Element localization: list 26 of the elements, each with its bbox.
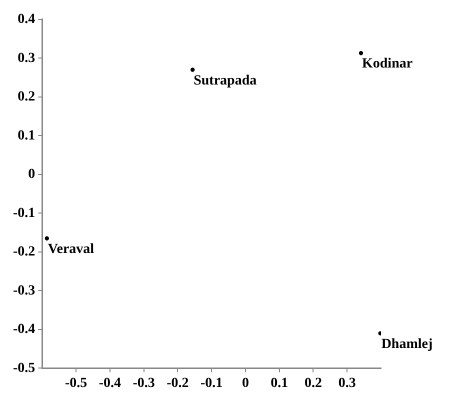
annotation: Kodinar xyxy=(362,56,413,72)
x-tick-label: -0.5 xyxy=(64,376,88,392)
y-tick-label: 0.4 xyxy=(18,12,36,28)
x-tick-label: 0.3 xyxy=(338,376,356,392)
y-tick-label: -0.1 xyxy=(12,206,36,221)
y-tick-label: 0 xyxy=(28,167,36,182)
y-tick-label: -0.5 xyxy=(12,360,36,376)
y-tick-label: -0.3 xyxy=(12,283,36,298)
y-tick-label: -0.4 xyxy=(12,322,36,338)
y-tick-label: 0.2 xyxy=(18,90,36,105)
x-tick-label: 0.1 xyxy=(270,376,288,392)
x-tick-label: -0.3 xyxy=(132,376,155,392)
point xyxy=(44,236,50,240)
y-tick-label: 0.1 xyxy=(18,128,36,144)
x-tick-label: -0.2 xyxy=(166,376,189,392)
point xyxy=(358,51,364,56)
annotation: Dhamlej xyxy=(381,336,433,352)
point xyxy=(190,68,195,72)
annotation: Sutrapada xyxy=(194,73,257,88)
x-tick-label: -0.4 xyxy=(98,376,122,392)
y-tick-label: -0.2 xyxy=(12,244,36,260)
annotation: Veraval xyxy=(48,242,94,257)
x-tick-label: 0.2 xyxy=(304,376,322,392)
y-tick-label: 0.3 xyxy=(18,50,36,66)
x-tick-label: -0.1 xyxy=(200,376,223,392)
x-tick-label: 0 xyxy=(242,376,249,392)
